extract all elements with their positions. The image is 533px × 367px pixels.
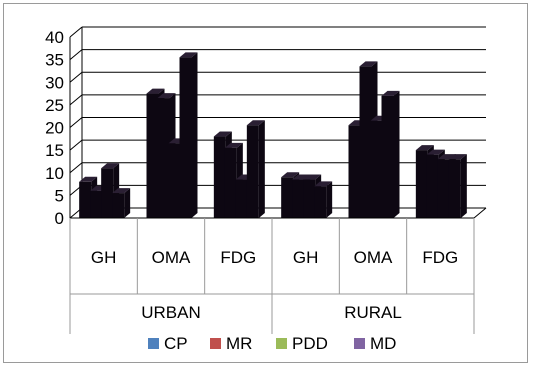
- bar: [348, 125, 361, 218]
- bar-side: [191, 52, 198, 218]
- bar-top: [79, 176, 98, 182]
- x-tick-label: GH: [293, 248, 319, 267]
- gridline-stub: [69, 162, 83, 174]
- bar: [437, 159, 450, 218]
- y-tick-label: 30: [45, 73, 64, 92]
- bar: [415, 150, 428, 218]
- bar-top: [314, 181, 333, 187]
- bar: [112, 193, 125, 218]
- gridline-stub: [69, 49, 83, 61]
- y-tick-label: 20: [45, 119, 64, 138]
- bar: [314, 186, 327, 218]
- y-tick-label: 15: [45, 141, 64, 160]
- bar-top: [246, 120, 265, 126]
- bar-top: [101, 163, 120, 169]
- x-tick-label: OMA: [354, 248, 393, 267]
- bar: [90, 190, 103, 218]
- gridline-stub: [69, 117, 83, 128]
- bar: [213, 136, 226, 218]
- bar-side: [460, 154, 467, 218]
- x-tick-label: GH: [91, 248, 117, 267]
- bar-side: [326, 181, 333, 218]
- bar-top: [224, 142, 243, 148]
- bar: [168, 143, 181, 218]
- gridline-stub: [69, 139, 83, 151]
- bar-top: [415, 145, 434, 151]
- bar-side: [124, 188, 131, 218]
- legend-label: CP: [164, 334, 188, 353]
- group-label: RURAL: [344, 303, 402, 322]
- legend-swatch: [276, 338, 287, 349]
- bar: [303, 179, 316, 218]
- bar-top: [179, 52, 198, 58]
- legend-label: MR: [226, 334, 252, 353]
- bar-top: [381, 90, 400, 96]
- bar-top: [157, 93, 176, 99]
- bar: [359, 66, 372, 218]
- legend-swatch: [210, 338, 221, 349]
- bar: [370, 120, 383, 218]
- legend-label: MD: [370, 334, 396, 353]
- y-tick-label: 0: [55, 209, 64, 228]
- bar: [246, 125, 259, 218]
- x-tick-label: FDG: [220, 248, 256, 267]
- x-tick-label: FDG: [422, 248, 458, 267]
- bar: [281, 177, 294, 218]
- bar-top: [448, 154, 467, 160]
- floor-edge: [473, 207, 487, 219]
- x-tick-label: OMA: [152, 248, 191, 267]
- gridline-stub: [69, 71, 83, 83]
- y-tick-label: 25: [45, 96, 64, 115]
- bar: [292, 179, 305, 218]
- y-tick-label: 5: [55, 186, 64, 205]
- legend-label: PDD: [292, 334, 328, 353]
- gridline-stub: [69, 94, 83, 106]
- y-tick-label: 35: [45, 51, 64, 70]
- bar-side: [258, 120, 265, 218]
- bar-top: [281, 172, 300, 178]
- legend-swatch: [354, 338, 365, 349]
- bar: [101, 168, 114, 218]
- bar: [179, 57, 192, 218]
- bar-top: [359, 61, 378, 67]
- group-label: URBAN: [141, 303, 201, 322]
- bar-top: [146, 88, 165, 94]
- bar: [224, 147, 237, 218]
- bar: [448, 159, 461, 218]
- bar-top: [303, 174, 322, 180]
- bar-top: [426, 149, 445, 155]
- bar-side: [393, 90, 400, 218]
- bar-top: [112, 188, 131, 194]
- gridline-stub: [69, 26, 83, 38]
- bar: [79, 181, 92, 218]
- bar-top: [213, 131, 232, 137]
- bar: [157, 98, 170, 218]
- bar: [235, 179, 248, 218]
- bar: [146, 93, 159, 218]
- y-tick-label: 10: [45, 164, 64, 183]
- y-tick-label: 40: [45, 28, 64, 47]
- bar: [426, 154, 439, 218]
- legend-swatch: [148, 338, 159, 349]
- bar: [381, 95, 394, 218]
